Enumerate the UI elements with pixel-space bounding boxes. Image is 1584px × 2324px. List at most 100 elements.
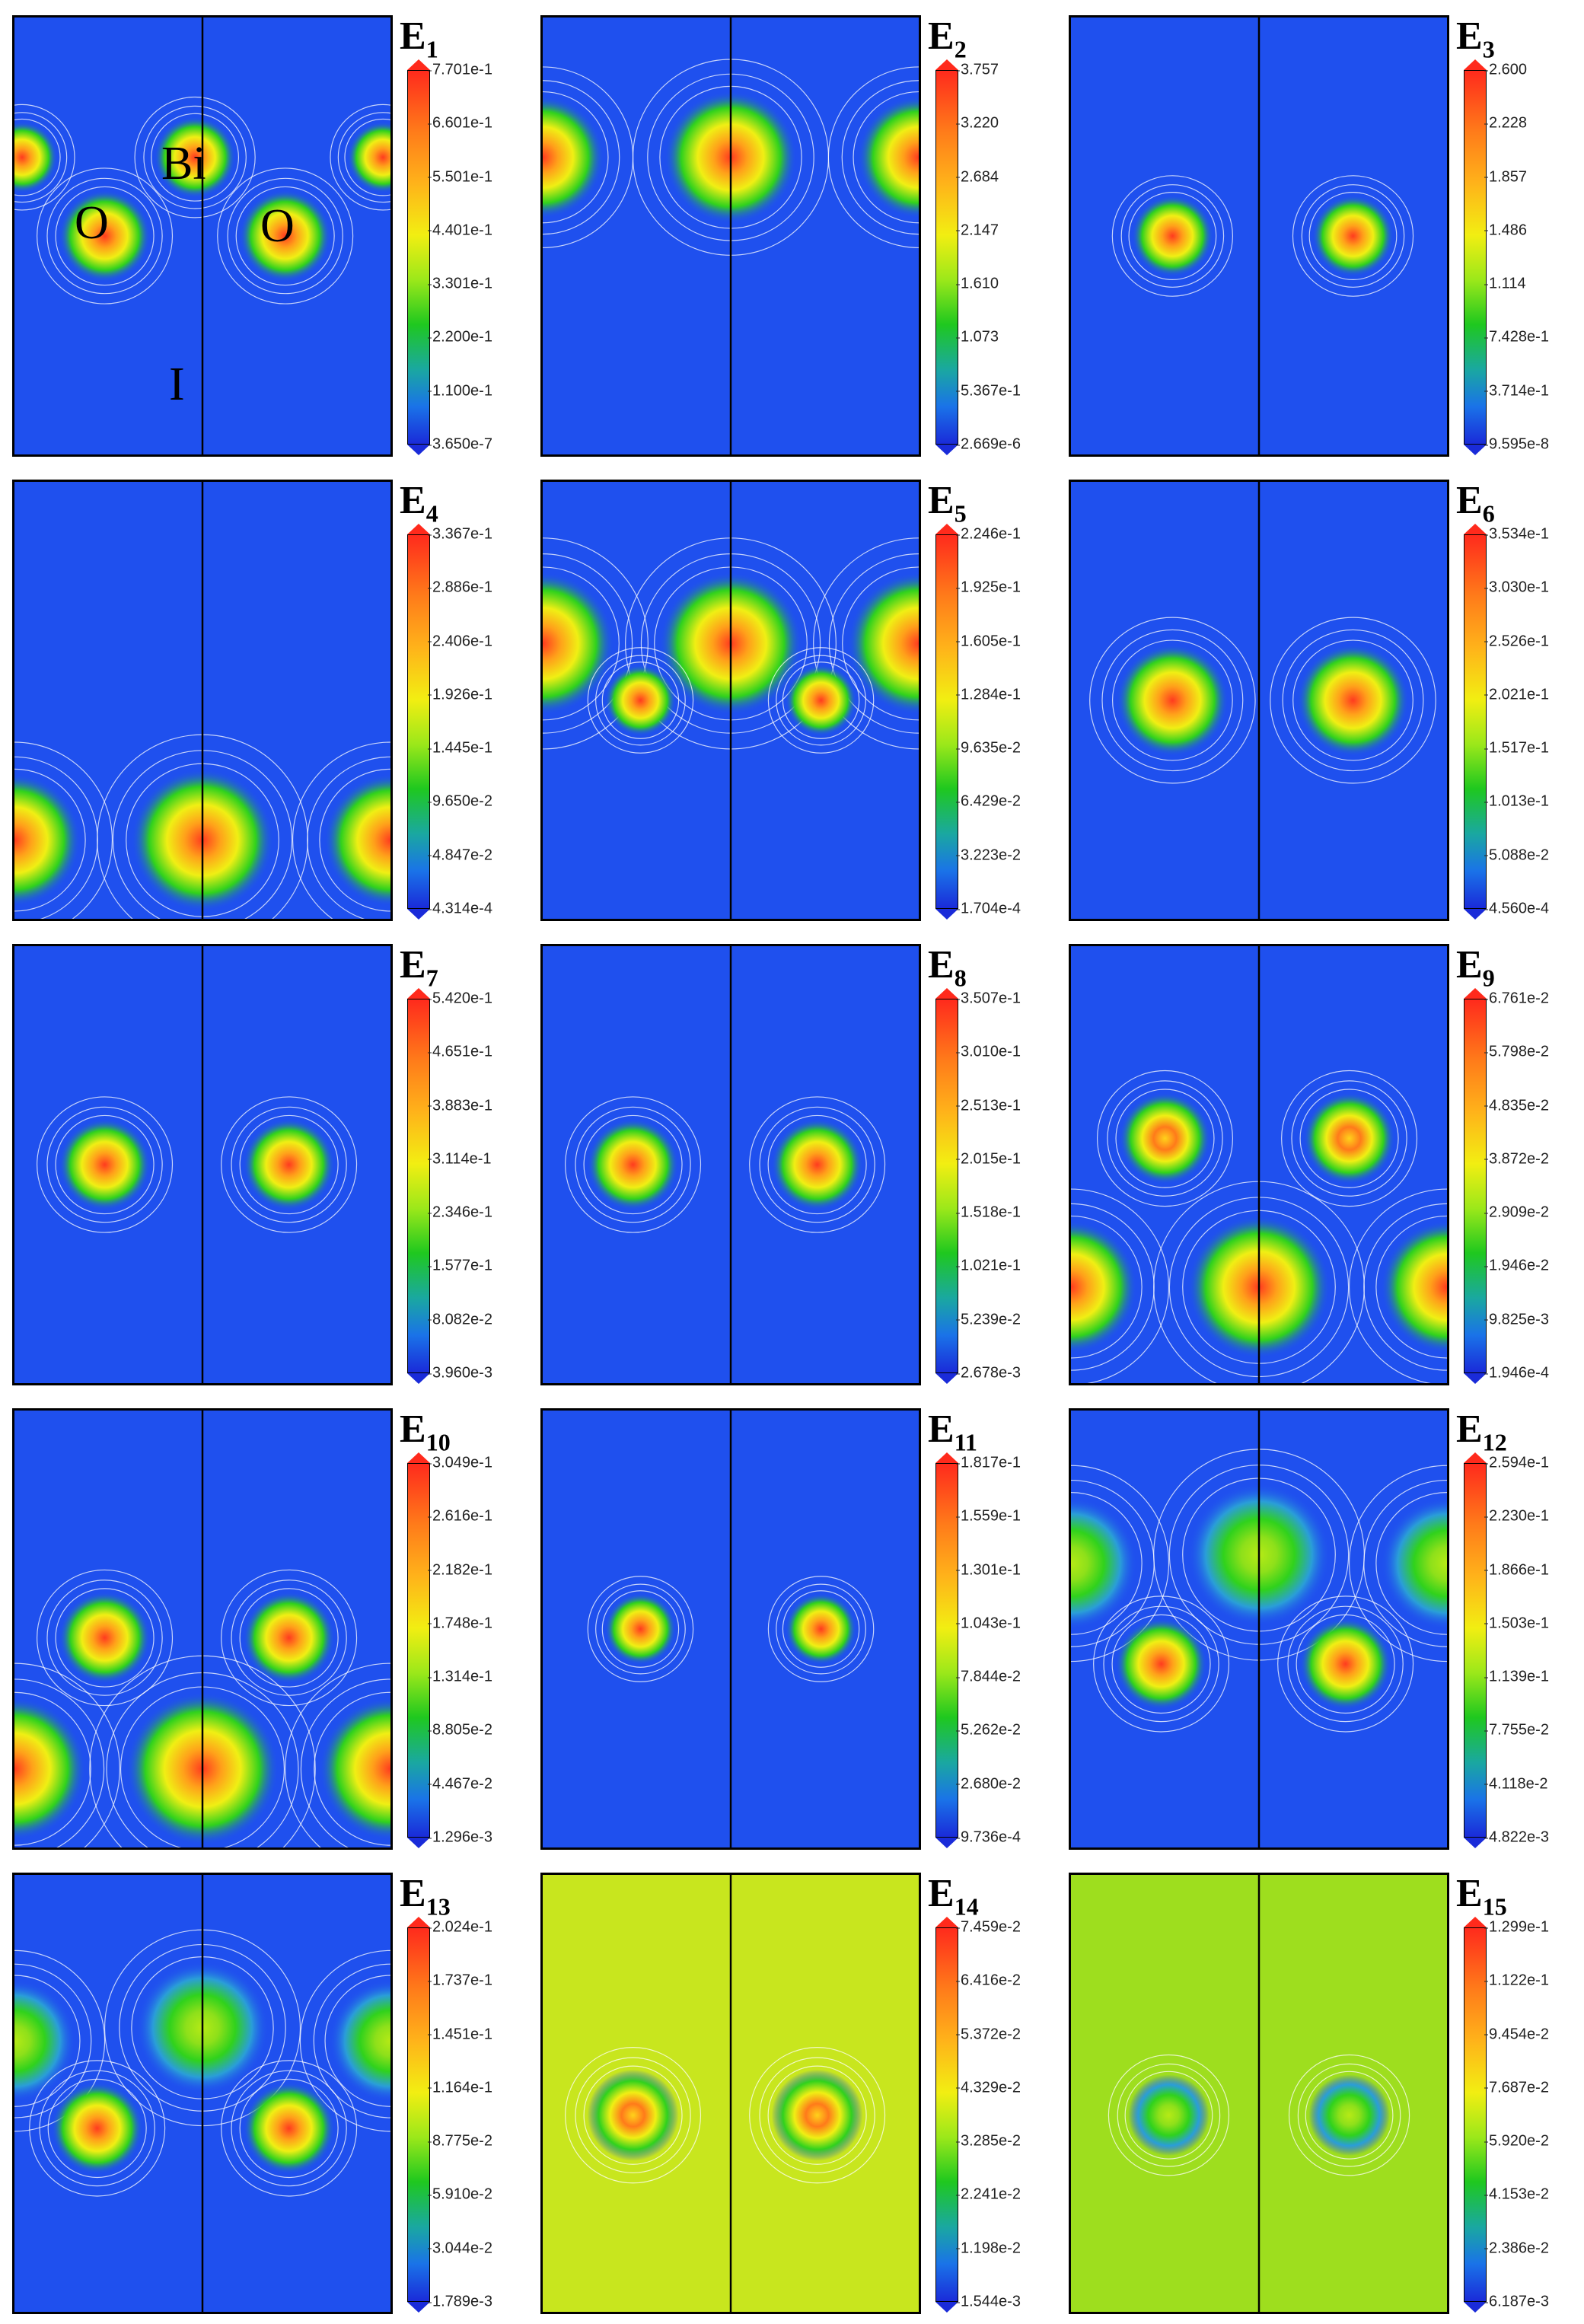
- colorbar-tick-label: 8.082e-2: [428, 1311, 492, 1328]
- colorbar-tip-dn: [935, 909, 958, 920]
- contour-line: [1103, 1605, 1219, 1723]
- contour-line: [759, 1106, 875, 1223]
- panel-e5: E5 2.246e-1 1.925e-1 1.605e-1 1.284e-1 9.635e…: [528, 464, 1053, 925]
- panel-title-subscript: 14: [954, 1892, 979, 1921]
- density-blob: [14, 121, 58, 193]
- density-blob: [1308, 2074, 1390, 2157]
- colorbar-tick-label: 3.534e-1: [1484, 525, 1549, 543]
- colorbar-body: [1464, 1927, 1487, 2302]
- colorbar-tick-label: 1.817e-1: [956, 1454, 1021, 1471]
- contour-line: [587, 647, 694, 754]
- contour-line: [14, 1949, 106, 2132]
- panel-title-subscript: 9: [1482, 964, 1495, 992]
- density-map: [1069, 944, 1449, 1385]
- colorbar-tick-label: 5.798e-2: [1484, 1043, 1549, 1060]
- contour-line: [1089, 617, 1256, 784]
- contour-line: [313, 1963, 390, 2118]
- contour-line: [235, 186, 335, 286]
- density-map-canvas: [14, 1411, 390, 1847]
- colorbar-tick-label: 2.594e-1: [1484, 1454, 1549, 1471]
- colorbar-tick-label: 5.910e-2: [428, 2185, 492, 2203]
- colorbar-tick-label: 6.429e-2: [956, 792, 1021, 810]
- panel-title-subscript: 11: [954, 1428, 977, 1456]
- panel-title: E9: [1456, 942, 1495, 992]
- density-map: [12, 1408, 393, 1850]
- panel-title: E1: [400, 14, 438, 63]
- density-map-canvas: [565, 1875, 886, 2312]
- panel-title: E10: [400, 1407, 451, 1456]
- colorbar-tick-label: 3.714e-1: [1484, 382, 1549, 400]
- colorbar-tip-up: [1464, 988, 1487, 999]
- contour-line: [55, 186, 155, 286]
- colorbar-tip-dn: [1464, 909, 1487, 920]
- contour-line: [543, 566, 620, 721]
- contour-line: [1115, 1089, 1215, 1188]
- panel-e2: E2 3.757 3.220 2.684 2.147 1.610 1.073 5.367e-1…: [528, 0, 1053, 461]
- contour-line: [47, 2078, 147, 2179]
- colorbar-tick-label: 1.314e-1: [428, 1668, 492, 1685]
- contour-line: [782, 661, 860, 739]
- contour-line: [1292, 175, 1414, 297]
- contour-line: [1071, 1215, 1143, 1359]
- colorbar-tick-label: 7.428e-1: [1484, 328, 1549, 346]
- colorbar-tick-label: 1.605e-1: [956, 633, 1021, 650]
- colorbar-tick-label: 3.367e-1: [428, 525, 492, 543]
- contour-line: [55, 1114, 155, 1215]
- colorbar-body: [1464, 534, 1487, 909]
- contour-line: [1071, 1465, 1169, 1663]
- atom-label-i: I: [169, 359, 185, 410]
- colorbar-body: [935, 1463, 958, 1838]
- panel-title-letter: E: [928, 943, 955, 987]
- panel-title-letter: E: [928, 1872, 955, 1915]
- panel-title-subscript: 1: [425, 35, 438, 63]
- density-blob: [51, 2082, 143, 2175]
- colorbar-tick-label: 2.684: [955, 168, 999, 186]
- colorbar-tick-label: 1.866e-1: [1484, 1561, 1549, 1579]
- panel-title: E4: [400, 478, 438, 528]
- colorbar-tip-up: [407, 59, 430, 70]
- colorbar-body: [935, 1927, 958, 2302]
- contour-line: [37, 167, 174, 304]
- colorbar-tick-label: 1.544e-3: [956, 2293, 1021, 2310]
- panel-title: E3: [1456, 14, 1495, 63]
- colorbar-tip-up: [935, 1917, 958, 1927]
- colorbar-tip-dn: [935, 1838, 958, 1848]
- density-map: [540, 944, 921, 1385]
- colorbar-tick-label: 3.757: [955, 61, 999, 78]
- contour-line: [227, 177, 343, 295]
- panel-title-letter: E: [400, 1872, 426, 1915]
- colorbar-tick-label: 3.650e-7: [428, 435, 492, 453]
- colorbar-tick-label: 9.635e-2: [956, 739, 1021, 757]
- panel-e10: E10 3.049e-1 2.616e-1 2.182e-1 1.748e-1 1.314…: [0, 1393, 525, 1854]
- density-map: [1069, 480, 1449, 921]
- atom-label-o: O: [75, 197, 109, 249]
- contour-line: [1375, 1215, 1447, 1359]
- colorbar-tick-label: 3.220: [955, 114, 999, 132]
- colorbar-tick-label: 9.736e-4: [956, 1828, 1021, 1846]
- panel-title-subscript: 12: [1482, 1428, 1507, 1456]
- contour-line: [231, 2070, 347, 2187]
- panel-title-subscript: 3: [1482, 35, 1495, 63]
- contour-line: [565, 2047, 702, 2184]
- contour-line: [1308, 192, 1398, 280]
- colorbar-tick-label: 1.100e-1: [428, 382, 492, 400]
- contour-line: [575, 1106, 691, 1223]
- panel-title: E13: [400, 1871, 451, 1921]
- contour-line: [1120, 184, 1225, 288]
- contour-line: [767, 647, 875, 754]
- colorbar-body: [407, 70, 430, 445]
- colorbar: [1464, 988, 1487, 1384]
- density-map: [540, 15, 921, 457]
- colorbar-tick-label: 1.284e-1: [956, 686, 1021, 703]
- colorbar-tip-dn: [1464, 1838, 1487, 1848]
- contour-line: [595, 1583, 686, 1675]
- contour-line: [543, 537, 649, 750]
- density-blob: [14, 1979, 76, 2102]
- colorbar-tick-label: 2.600: [1484, 61, 1528, 78]
- colorbar-tick-label: 1.451e-1: [428, 2026, 492, 2043]
- panel-title-subscript: 10: [425, 1428, 451, 1456]
- contour-line: [143, 105, 247, 209]
- colorbar-tick-label: 4.329e-2: [956, 2079, 1021, 2096]
- colorbar-tip-up: [1464, 59, 1487, 70]
- density-map-canvas: [1108, 1875, 1410, 2312]
